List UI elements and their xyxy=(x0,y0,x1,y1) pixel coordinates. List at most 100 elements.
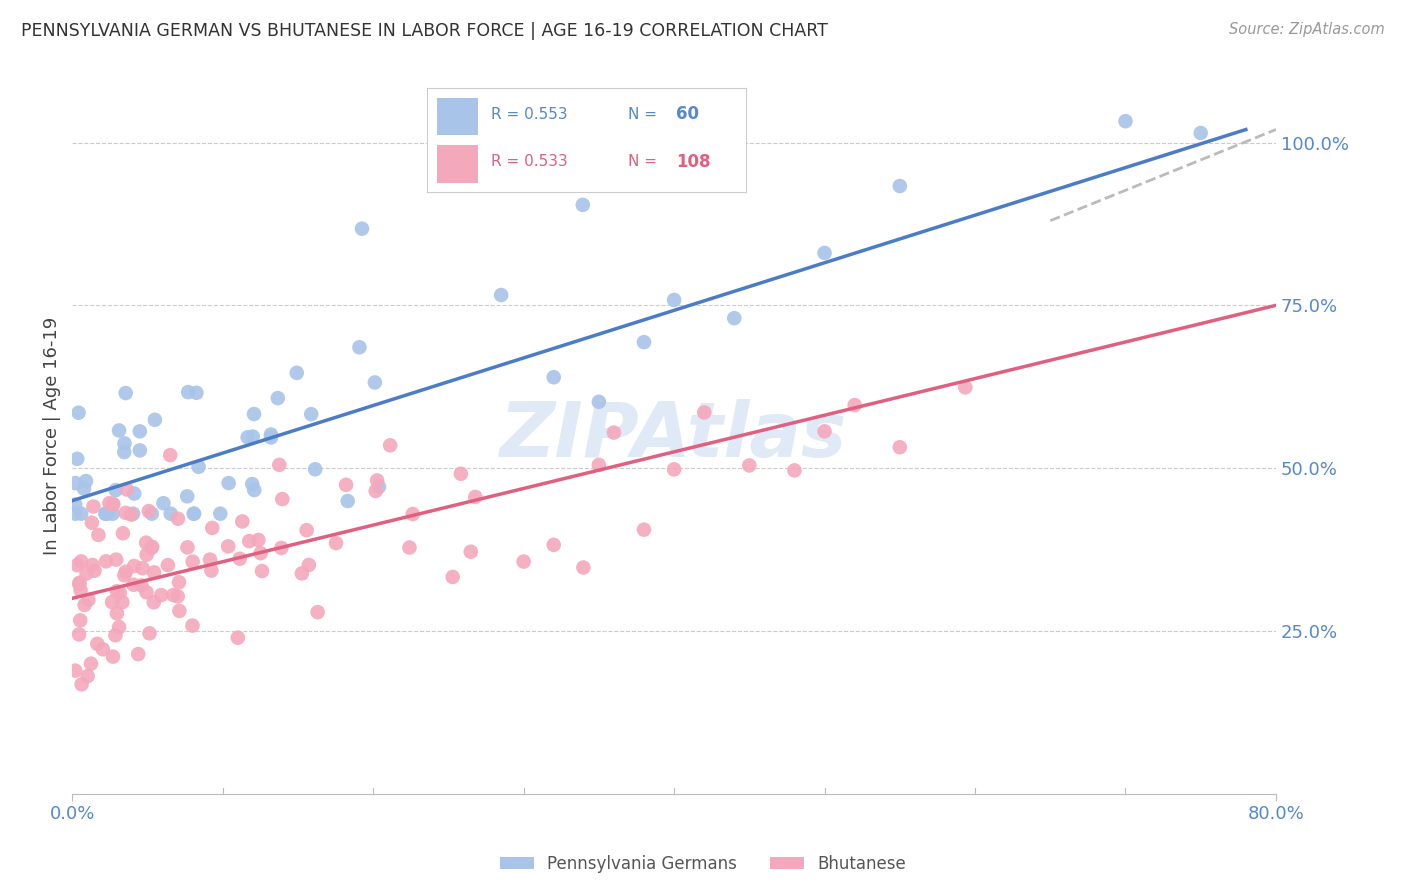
Point xyxy=(98,496,121,510)
Point xyxy=(783,463,806,477)
Point xyxy=(181,555,204,569)
Point xyxy=(141,540,163,554)
Point xyxy=(247,533,270,547)
Point xyxy=(152,496,174,510)
Point xyxy=(183,507,205,521)
Point xyxy=(285,366,308,380)
Point xyxy=(844,398,866,412)
Point xyxy=(187,459,209,474)
Point xyxy=(69,575,91,590)
Point xyxy=(65,664,87,678)
Point xyxy=(167,512,190,526)
Point xyxy=(86,637,108,651)
Point xyxy=(889,440,911,454)
Point xyxy=(243,483,266,497)
Text: Source: ZipAtlas.com: Source: ZipAtlas.com xyxy=(1229,22,1385,37)
Point xyxy=(398,541,420,555)
Point xyxy=(65,476,87,491)
Point xyxy=(69,583,91,598)
Point xyxy=(402,507,425,521)
Point xyxy=(662,293,685,307)
Point xyxy=(65,507,87,521)
Point xyxy=(76,669,98,683)
Point xyxy=(240,477,263,491)
Point xyxy=(260,430,283,444)
Point xyxy=(176,541,198,555)
Point xyxy=(271,492,294,507)
Point xyxy=(112,445,135,459)
Point xyxy=(70,554,93,568)
Point xyxy=(267,391,290,405)
Point xyxy=(138,626,160,640)
Point xyxy=(127,647,149,661)
Point xyxy=(217,540,239,554)
Point xyxy=(76,566,98,581)
Point xyxy=(66,451,89,466)
Point xyxy=(114,436,136,450)
Point xyxy=(325,536,347,550)
Point xyxy=(112,568,135,582)
Point xyxy=(101,507,124,521)
Point xyxy=(603,425,626,440)
Point xyxy=(96,507,118,521)
Point xyxy=(307,605,329,619)
Point xyxy=(135,548,157,562)
Point xyxy=(101,498,124,512)
Point xyxy=(588,394,610,409)
Point xyxy=(176,489,198,503)
Point xyxy=(66,558,89,573)
Point xyxy=(73,598,96,612)
Point xyxy=(105,552,128,566)
Point xyxy=(159,448,181,462)
Point xyxy=(723,311,745,326)
Point xyxy=(299,407,322,421)
Point xyxy=(633,523,655,537)
Point xyxy=(150,588,173,602)
Point xyxy=(588,458,610,472)
Text: PENNSYLVANIA GERMAN VS BHUTANESE IN LABOR FORCE | AGE 16-19 CORRELATION CHART: PENNSYLVANIA GERMAN VS BHUTANESE IN LABO… xyxy=(21,22,828,40)
Point xyxy=(489,288,512,302)
Point xyxy=(350,221,373,235)
Point xyxy=(270,541,292,555)
Point xyxy=(82,500,104,514)
Point xyxy=(131,578,153,592)
Point xyxy=(105,607,128,621)
Point xyxy=(249,546,271,560)
Point xyxy=(69,613,91,627)
Point xyxy=(142,595,165,609)
Point xyxy=(122,578,145,592)
Point xyxy=(135,535,157,549)
Point xyxy=(633,335,655,350)
Point xyxy=(67,406,90,420)
Point xyxy=(122,559,145,574)
Y-axis label: In Labor Force | Age 16-19: In Labor Force | Age 16-19 xyxy=(44,317,60,555)
Point xyxy=(298,558,321,572)
Point xyxy=(80,516,103,530)
Point xyxy=(260,427,283,442)
Point xyxy=(243,407,266,421)
Point xyxy=(250,564,273,578)
Point xyxy=(114,386,136,401)
Point xyxy=(94,507,117,521)
Point xyxy=(131,561,153,575)
Point xyxy=(70,507,93,521)
Point xyxy=(135,585,157,599)
Point xyxy=(460,545,482,559)
Point xyxy=(104,483,127,497)
Point xyxy=(889,179,911,194)
Point xyxy=(662,462,685,476)
Point xyxy=(1189,126,1212,140)
Point xyxy=(101,595,124,609)
Point xyxy=(813,246,835,260)
Point xyxy=(91,642,114,657)
Point xyxy=(304,462,326,476)
Point xyxy=(67,577,90,591)
Point xyxy=(128,425,150,439)
Point xyxy=(128,443,150,458)
Point xyxy=(1114,114,1136,128)
Point xyxy=(111,526,134,541)
Point xyxy=(226,631,249,645)
Point xyxy=(349,340,371,354)
Point xyxy=(269,458,291,472)
Point xyxy=(242,429,264,443)
